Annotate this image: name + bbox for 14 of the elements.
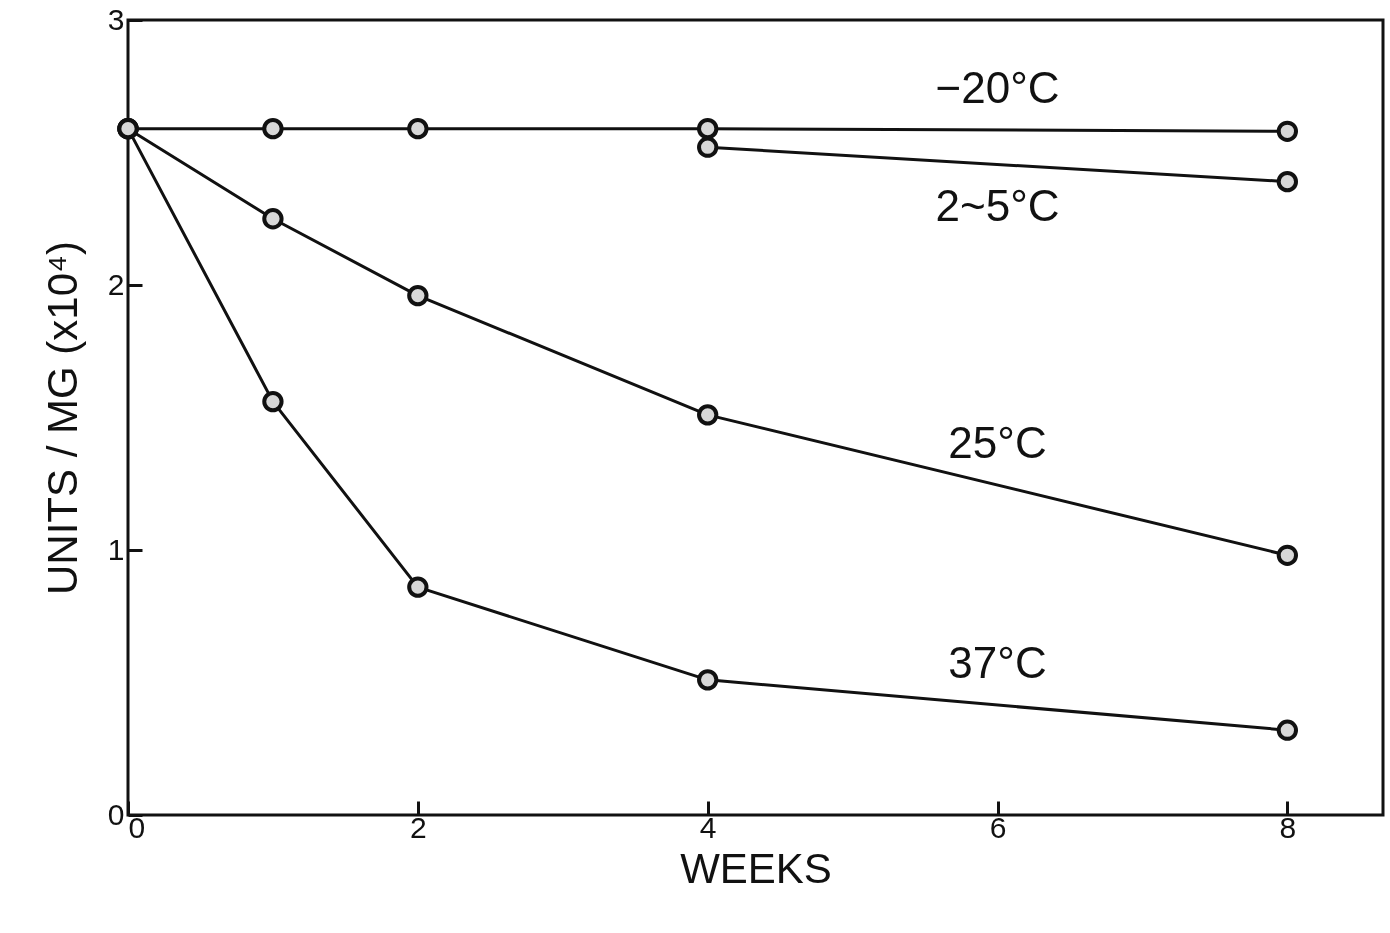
y-tick-label: 3 bbox=[107, 2, 125, 36]
y-tick-label: 1 bbox=[107, 532, 125, 566]
x-tick-label: 8 bbox=[1279, 810, 1297, 844]
x-tick-label: 4 bbox=[699, 810, 717, 844]
series-label: 2~5°C bbox=[935, 181, 1060, 231]
series-label: 25°C bbox=[948, 418, 1047, 468]
y-axis-title: UNITS / MG (x10⁴) bbox=[38, 240, 86, 596]
y-tick-label: 2 bbox=[107, 267, 125, 301]
x-tick-label: 6 bbox=[989, 810, 1007, 844]
x-axis-title: WEEKS bbox=[680, 844, 832, 892]
series-label: 37°C bbox=[948, 638, 1047, 688]
x-tick-label: 0 bbox=[128, 810, 146, 844]
series-label: −20°C bbox=[935, 62, 1060, 112]
x-tick-label: 2 bbox=[409, 810, 427, 844]
